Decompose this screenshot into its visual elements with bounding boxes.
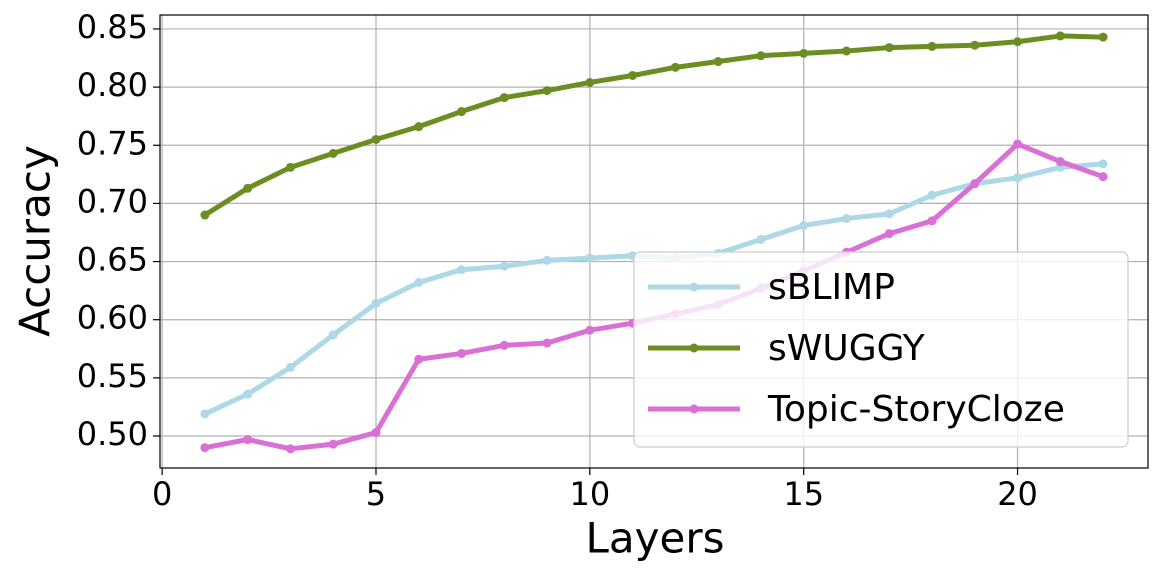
x-tick-label: 20: [997, 475, 1038, 513]
data-point: [884, 229, 894, 239]
data-point: [1013, 139, 1023, 149]
y-tick-label: 0.75: [77, 124, 148, 162]
data-point: [285, 444, 295, 454]
legend: sBLIMP sWUGGY Topic-StoryCloze: [633, 251, 1129, 448]
data-point: [1098, 32, 1108, 42]
data-point: [713, 57, 723, 67]
series-line: [203, 33, 1104, 218]
y-axis-label: Accuracy: [11, 145, 60, 337]
data-point: [585, 325, 595, 335]
data-point: [243, 183, 253, 193]
data-point: [585, 253, 595, 263]
data-point: [243, 389, 253, 399]
data-point: [884, 209, 894, 219]
legend-label: sBLIMP: [768, 267, 895, 308]
data-point: [585, 77, 595, 87]
data-point: [457, 265, 467, 275]
y-tick-label: 0.70: [77, 182, 148, 220]
data-point: [927, 216, 937, 226]
y-tick-label: 0.85: [77, 8, 148, 46]
data-point: [1098, 159, 1108, 169]
x-tick-label: 5: [366, 475, 386, 513]
data-point: [328, 330, 338, 340]
data-point: [841, 46, 851, 56]
data-point: [371, 134, 381, 144]
data-point: [200, 409, 210, 419]
data-point: [628, 70, 638, 80]
data-point: [970, 40, 980, 50]
data-point: [1013, 37, 1023, 47]
legend-marker: [689, 343, 699, 353]
y-tick-label: 0.55: [77, 357, 148, 395]
legend-marker: [689, 404, 699, 414]
data-point: [457, 107, 467, 117]
y-tick-label: 0.50: [77, 415, 148, 453]
data-point: [927, 190, 937, 200]
legend-box: [633, 251, 1129, 448]
x-tick-label: 10: [569, 475, 610, 513]
data-point: [371, 298, 381, 308]
data-point: [799, 48, 809, 58]
data-point: [799, 221, 809, 231]
x-tick-label: 15: [783, 475, 824, 513]
data-point: [542, 86, 552, 96]
data-point: [756, 234, 766, 244]
plot-frame: [159, 14, 1149, 469]
data-point: [670, 62, 680, 72]
data-point: [499, 340, 509, 350]
data-point: [841, 214, 851, 224]
legend-label: sWUGGY: [768, 328, 926, 369]
data-point: [328, 439, 338, 449]
x-tick-label: 0: [152, 475, 172, 513]
data-point: [285, 162, 295, 172]
data-point: [970, 179, 980, 189]
data-point: [927, 41, 937, 51]
data-point: [542, 338, 552, 348]
data-point: [200, 210, 210, 220]
data-point: [371, 428, 381, 438]
y-tick-label: 0.80: [77, 66, 148, 104]
data-point: [414, 122, 424, 132]
legend-label: Topic-StoryCloze: [767, 389, 1065, 430]
data-point: [499, 93, 509, 103]
data-point: [328, 148, 338, 158]
data-point: [884, 43, 894, 53]
data-point: [1098, 172, 1108, 182]
data-point: [756, 51, 766, 61]
y-tick-label: 0.65: [77, 241, 148, 279]
data-point: [457, 348, 467, 358]
legend-marker: [689, 282, 699, 292]
x-axis-label: Layers: [586, 514, 725, 563]
y-tick-label: 0.60: [77, 299, 148, 337]
data-point: [542, 255, 552, 265]
data-point: [285, 362, 295, 372]
data-point: [1055, 157, 1065, 167]
data-point: [499, 261, 509, 271]
data-point: [1055, 31, 1065, 41]
data-point: [243, 435, 253, 445]
data-point: [414, 354, 424, 364]
data-point: [414, 277, 424, 287]
data-point: [1013, 173, 1023, 183]
data-point: [200, 443, 210, 453]
